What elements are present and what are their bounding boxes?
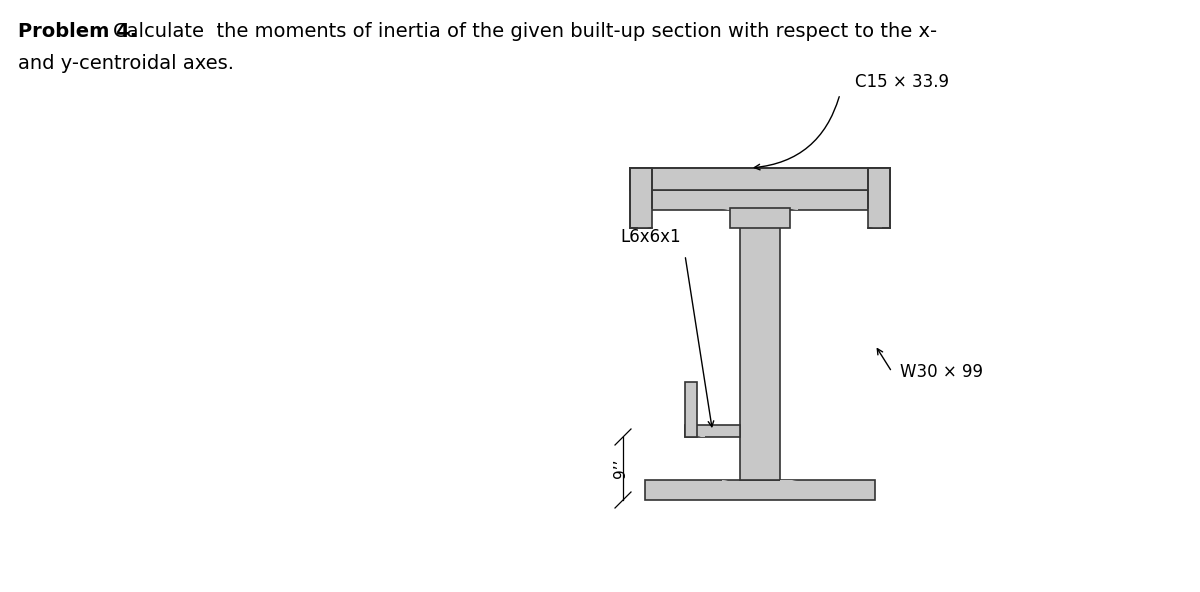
- Text: W30 × 99: W30 × 99: [900, 363, 983, 381]
- Polygon shape: [697, 429, 706, 437]
- Polygon shape: [722, 480, 740, 498]
- Text: and y-centroidal axes.: and y-centroidal axes.: [18, 54, 234, 73]
- Polygon shape: [630, 168, 652, 228]
- Polygon shape: [685, 382, 697, 437]
- Text: Problem 4.: Problem 4.: [18, 22, 137, 41]
- Polygon shape: [740, 210, 780, 480]
- Text: C15 × 33.9: C15 × 33.9: [854, 73, 949, 91]
- Polygon shape: [685, 425, 740, 437]
- Polygon shape: [730, 208, 790, 228]
- Polygon shape: [646, 190, 875, 210]
- Text: L6x6x1: L6x6x1: [620, 228, 680, 246]
- Polygon shape: [868, 214, 882, 228]
- Polygon shape: [630, 168, 890, 190]
- Polygon shape: [646, 480, 875, 500]
- Polygon shape: [722, 192, 740, 210]
- Polygon shape: [868, 168, 890, 228]
- Text: 9’’: 9’’: [613, 459, 629, 478]
- Polygon shape: [780, 480, 798, 498]
- Polygon shape: [780, 192, 798, 210]
- Text: Calculate  the moments of inertia of the given built-up section with respect to : Calculate the moments of inertia of the …: [113, 22, 937, 41]
- Polygon shape: [638, 214, 652, 228]
